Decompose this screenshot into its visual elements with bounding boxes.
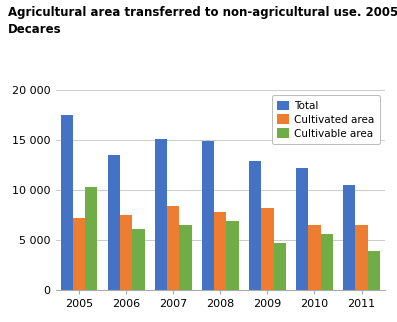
Bar	[321, 234, 333, 290]
Bar	[308, 225, 321, 290]
Bar	[132, 229, 145, 290]
Legend: Total, Cultivated area, Cultivable area: Total, Cultivated area, Cultivable area	[272, 95, 380, 144]
Bar	[202, 141, 214, 290]
Bar	[85, 187, 98, 290]
Bar	[343, 185, 355, 290]
Text: Agricultural area transferred to non-agricultural use. 2005-2011.
Decares: Agricultural area transferred to non-agr…	[8, 6, 397, 36]
Bar	[73, 218, 85, 290]
Bar	[108, 155, 120, 290]
Bar	[179, 225, 192, 290]
Bar	[355, 225, 368, 290]
Bar	[226, 221, 239, 290]
Bar	[249, 161, 261, 290]
Bar	[296, 168, 308, 290]
Bar	[155, 139, 167, 290]
Bar	[120, 215, 132, 290]
Bar	[167, 206, 179, 290]
Bar	[368, 251, 380, 290]
Bar	[274, 243, 286, 290]
Bar	[214, 213, 226, 290]
Bar	[61, 115, 73, 290]
Bar	[261, 208, 274, 290]
